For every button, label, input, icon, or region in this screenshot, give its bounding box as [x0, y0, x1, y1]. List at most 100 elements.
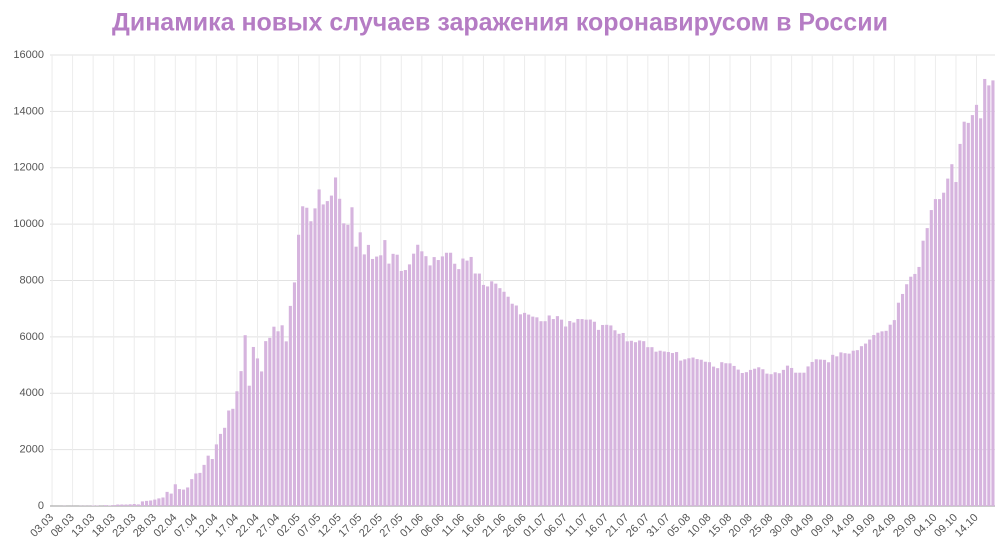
bar: [268, 337, 272, 506]
bar: [535, 317, 539, 506]
bar: [362, 254, 366, 506]
bar: [765, 373, 769, 506]
bar: [773, 372, 777, 506]
bar: [543, 321, 547, 506]
bar: [638, 340, 642, 506]
bar: [510, 303, 514, 506]
bar: [617, 333, 621, 506]
bar: [177, 489, 181, 506]
bar: [518, 314, 523, 506]
bar: [629, 340, 633, 506]
bar: [132, 503, 136, 506]
bar: [724, 363, 728, 506]
bar: [358, 232, 362, 506]
bar: [806, 366, 810, 506]
bar: [802, 372, 806, 506]
bar: [231, 408, 235, 506]
bar: [514, 305, 518, 506]
x-tick-label: 06.07: [542, 512, 570, 540]
bar: [757, 367, 761, 506]
bar: [609, 325, 613, 506]
bar: [966, 122, 970, 507]
y-tick-label: 4000: [20, 387, 44, 399]
bar: [707, 362, 712, 506]
bar: [547, 315, 551, 506]
bar: [181, 489, 186, 506]
chart-title: Динамика новых случаев заражения коронав…: [112, 9, 888, 37]
bar: [872, 335, 876, 506]
bar: [588, 319, 592, 506]
bar: [453, 263, 457, 506]
bar: [905, 284, 909, 506]
bar: [625, 341, 629, 506]
bar: [633, 342, 638, 506]
bar: [284, 341, 288, 506]
bar: [235, 391, 239, 506]
bar: [527, 314, 531, 506]
bar: [424, 256, 428, 506]
bar: [173, 484, 177, 506]
bar: [868, 339, 872, 506]
bar: [785, 365, 790, 506]
bar: [490, 281, 494, 506]
bar: [391, 253, 395, 506]
bar: [498, 288, 502, 506]
bar: [781, 369, 785, 506]
x-tick-label: 14.10: [953, 512, 981, 540]
bar: [329, 195, 334, 506]
bar: [666, 352, 670, 506]
bar: [683, 359, 687, 506]
bar: [962, 121, 966, 507]
bar: [432, 257, 436, 506]
bar: [169, 493, 173, 506]
bar: [407, 264, 412, 506]
bar: [190, 479, 194, 506]
bar: [822, 359, 827, 506]
bar: [933, 199, 937, 507]
bar: [847, 353, 851, 506]
bar: [601, 324, 605, 506]
bar: [103, 505, 108, 506]
bar: [621, 332, 625, 506]
bar: [646, 347, 650, 506]
bar: [140, 501, 145, 506]
bar: [576, 318, 580, 506]
bar: [375, 256, 379, 506]
bar: [449, 252, 453, 506]
y-tick-label: 6000: [20, 331, 44, 343]
bar: [864, 343, 868, 506]
bar: [247, 385, 251, 506]
bar: [494, 283, 498, 506]
bar: [227, 410, 231, 506]
bar: [153, 499, 157, 506]
bar: [243, 335, 247, 506]
bar: [716, 368, 720, 506]
bar: [925, 228, 929, 507]
bar: [753, 368, 757, 506]
bar: [403, 270, 407, 506]
bar: [539, 321, 543, 506]
bar: [387, 263, 391, 506]
bar: [305, 207, 309, 507]
bar: [592, 321, 596, 506]
bar: [843, 353, 847, 506]
bar: [108, 505, 112, 506]
bar: [346, 224, 350, 506]
bar: [264, 341, 268, 506]
bar: [596, 329, 601, 506]
bar: [292, 282, 297, 506]
bar: [917, 266, 921, 506]
bar: [313, 208, 317, 506]
bar: [350, 207, 354, 507]
bar: [379, 255, 383, 506]
bar: [909, 276, 913, 506]
bar: [559, 319, 564, 506]
bar: [991, 80, 995, 506]
bar: [165, 491, 169, 506]
bar: [202, 464, 206, 506]
bar: [338, 198, 342, 507]
y-tick-label: 12000: [13, 162, 44, 174]
bar: [831, 354, 835, 506]
bar: [662, 351, 666, 506]
